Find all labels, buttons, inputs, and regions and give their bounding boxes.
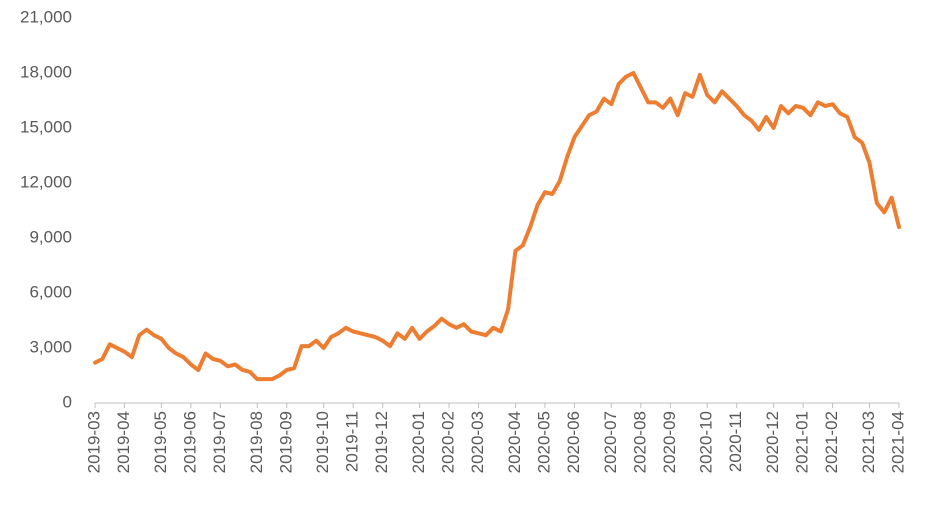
line-series [93, 71, 901, 382]
x-tick-label: 2020-07 [601, 411, 620, 473]
x-tick-label: 2019-07 [210, 411, 229, 473]
x-tick-label: 2020-03 [468, 411, 487, 473]
y-tick-label: 18,000 [20, 62, 72, 81]
x-tick-label: 2021-03 [859, 411, 878, 473]
x-tick-label: 2020-04 [505, 411, 524, 473]
x-tick-label: 2019-06 [180, 411, 199, 473]
x-tick-label: 2019-12 [372, 411, 391, 473]
x-tick-label: 2019-09 [276, 411, 295, 473]
x-tick-label: 2020-08 [630, 411, 649, 473]
x-tick-label: 2020-01 [409, 411, 428, 473]
x-tick-label: 2020-09 [660, 411, 679, 473]
x-tick-label: 2021-02 [822, 411, 841, 473]
x-tick-label: 2019-11 [343, 411, 362, 472]
x-tick-label: 2020-06 [564, 411, 583, 473]
x-tick-label: 2020-05 [534, 411, 553, 473]
y-tick-label: 9,000 [29, 227, 72, 246]
x-tick-label: 2019-08 [247, 411, 266, 473]
y-tick-label: 6,000 [29, 282, 72, 301]
y-tick-label: 0 [63, 392, 72, 411]
x-tick-label: 2020-12 [763, 411, 782, 473]
x-tick-label: 2020-02 [439, 411, 458, 473]
y-tick-label: 21,000 [20, 7, 72, 26]
x-tick-label: 2021-04 [888, 411, 907, 473]
y-tick-label: 15,000 [20, 117, 72, 136]
x-tick-label: 2019-10 [313, 411, 332, 473]
x-tick-label: 2020-10 [697, 411, 716, 473]
x-tick-label: 2019-04 [114, 411, 133, 473]
x-tick-label: 2020-11 [726, 411, 745, 472]
y-tick-label: 12,000 [20, 172, 72, 191]
x-tick-label: 2019-03 [84, 411, 103, 473]
x-tick-label: 2019-05 [151, 411, 170, 473]
y-tick-label: 3,000 [29, 337, 72, 356]
x-tick-label: 2021-01 [793, 411, 812, 473]
